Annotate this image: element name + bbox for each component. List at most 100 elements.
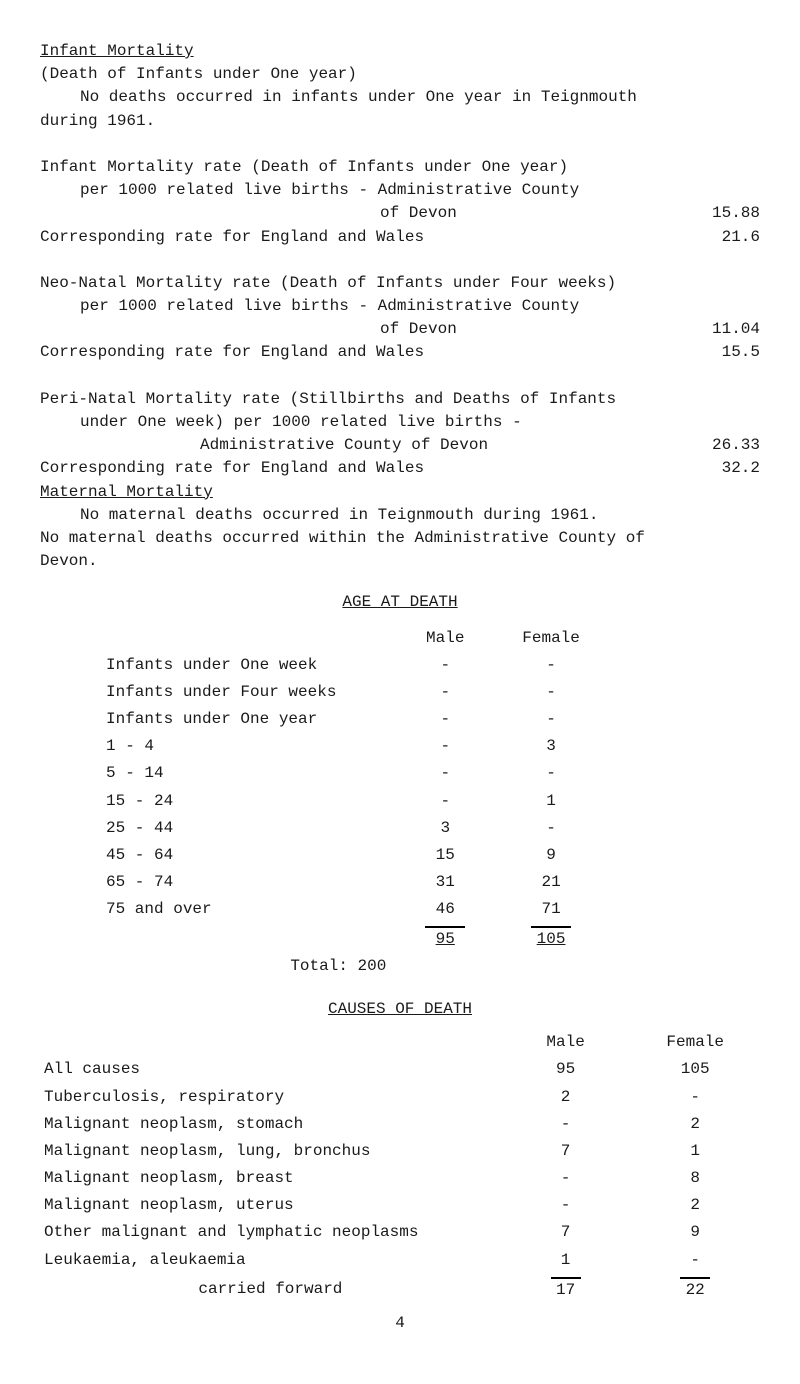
row-label: 1 - 4	[100, 733, 392, 760]
table-header-row: Male Female	[40, 1029, 760, 1056]
cell-female: 71	[498, 896, 604, 923]
row-label: Malignant neoplasm, stomach	[40, 1111, 501, 1138]
cell-female: 1	[498, 788, 604, 815]
row-label: Infants under One week	[100, 652, 392, 679]
table-row: Infants under Four weeks--	[100, 679, 604, 706]
stat-block-1: Infant Mortality rate (Death of Infants …	[40, 156, 760, 226]
total-row: 95 105	[100, 924, 604, 953]
cell-male: 15	[392, 842, 498, 869]
grand-total-row: Total: 200	[100, 953, 604, 980]
heading-text: AGE AT DEATH	[342, 593, 457, 611]
heading-text: Infant Mortality	[40, 42, 194, 60]
row-label: 25 - 44	[100, 815, 392, 842]
maternal-line-3: Devon.	[40, 550, 760, 573]
cell-male: 3	[392, 815, 498, 842]
table-row: Leukaemia, aleukaemia1-	[40, 1247, 760, 1275]
stat-value: 15.88	[670, 202, 760, 225]
row-label: Infants under One year	[100, 706, 392, 733]
cell-male: 7	[501, 1219, 631, 1246]
stat-text: of Devon	[40, 202, 670, 225]
intro-line-2: during 1961.	[40, 110, 760, 133]
stat-block-6: Corresponding rate for England and Wales…	[40, 457, 760, 480]
stat-value: 32.2	[670, 457, 760, 480]
cell-female: 21	[498, 869, 604, 896]
cell-female: 105	[630, 1056, 760, 1083]
stat-text: Infant Mortality rate (Death of Infants …	[40, 156, 760, 179]
table-row: Infants under One year--	[100, 706, 604, 733]
cell-male: 95	[501, 1056, 631, 1083]
table-row: Malignant neoplasm, breast-8	[40, 1165, 760, 1192]
col-header-male: Male	[392, 625, 498, 652]
table-row: 15 - 24-1	[100, 788, 604, 815]
table-row: 45 - 64159	[100, 842, 604, 869]
row-label: Malignant neoplasm, breast	[40, 1165, 501, 1192]
page-number: 4	[40, 1312, 760, 1335]
cell-male: 2	[501, 1084, 631, 1111]
cell-male: -	[501, 1165, 631, 1192]
total-label: Total: 200	[100, 953, 392, 980]
stat-value: 11.04	[670, 318, 760, 341]
row-label: Tuberculosis, respiratory	[40, 1084, 501, 1111]
cell-male: 1	[501, 1247, 631, 1275]
table-row: 65 - 743121	[100, 869, 604, 896]
carried-forward-row: carried forward 17 22	[40, 1274, 760, 1304]
table-row: Malignant neoplasm, uterus-2	[40, 1192, 760, 1219]
causes-of-death-heading: CAUSES OF DEATH	[40, 998, 760, 1021]
col-header-female: Female	[630, 1029, 760, 1056]
stat-block-2: Corresponding rate for England and Wales…	[40, 226, 760, 249]
table-row: Infants under One week--	[100, 652, 604, 679]
cell-female: 9	[630, 1219, 760, 1246]
cell-female: -	[498, 706, 604, 733]
stat-value: 15.5	[670, 341, 760, 364]
heading-text: Maternal Mortality	[40, 483, 213, 501]
cell-female: -	[630, 1084, 760, 1111]
stat-text: per 1000 related live births - Administr…	[40, 179, 760, 202]
cell-female: -	[498, 652, 604, 679]
cell-female: 8	[630, 1165, 760, 1192]
row-label: Other malignant and lymphatic neoplasms	[40, 1219, 501, 1246]
cell-male: -	[392, 706, 498, 733]
table-row: Tuberculosis, respiratory2-	[40, 1084, 760, 1111]
row-label: 15 - 24	[100, 788, 392, 815]
stat-block-4: Corresponding rate for England and Wales…	[40, 341, 760, 364]
cell-male: -	[392, 679, 498, 706]
cell-male: -	[392, 760, 498, 787]
cell-male: 7	[501, 1138, 631, 1165]
row-label: Leukaemia, aleukaemia	[40, 1247, 501, 1275]
stat-text: per 1000 related live births - Administr…	[40, 295, 760, 318]
col-header-female: Female	[498, 625, 604, 652]
cell-female: 3	[498, 733, 604, 760]
row-label: 75 and over	[100, 896, 392, 923]
cell-female: -	[498, 760, 604, 787]
table-row: Malignant neoplasm, lung, bronchus71	[40, 1138, 760, 1165]
empty-cell	[498, 953, 604, 980]
table-header-row: Male Female	[100, 625, 604, 652]
cell-female: -	[498, 679, 604, 706]
stat-value: 26.33	[670, 434, 760, 457]
stat-text: Corresponding rate for England and Wales	[40, 457, 670, 480]
cell-male: -	[392, 788, 498, 815]
row-label: 45 - 64	[100, 842, 392, 869]
stat-block-5: Peri-Natal Mortality rate (Stillbirths a…	[40, 388, 760, 458]
row-label: 65 - 74	[100, 869, 392, 896]
stat-text: under One week) per 1000 related live bi…	[40, 411, 760, 434]
row-label: Infants under Four weeks	[100, 679, 392, 706]
infant-mortality-heading: Infant Mortality	[40, 40, 760, 63]
maternal-line-2: No maternal deaths occurred within the A…	[40, 527, 760, 550]
stat-text: Administrative County of Devon	[40, 434, 670, 457]
row-label: Malignant neoplasm, uterus	[40, 1192, 501, 1219]
carry-female: 22	[630, 1274, 760, 1304]
heading-text: CAUSES OF DEATH	[328, 1000, 472, 1018]
carry-label: carried forward	[40, 1274, 501, 1304]
stat-text: Corresponding rate for England and Wales	[40, 226, 670, 249]
cell-male: -	[392, 733, 498, 760]
cell-female: 2	[630, 1111, 760, 1138]
stat-value: 21.6	[670, 226, 760, 249]
causes-of-death-table: Male Female All causes95105 Tuberculosis…	[40, 1029, 760, 1304]
row-label: All causes	[40, 1056, 501, 1083]
stat-text: Corresponding rate for England and Wales	[40, 341, 670, 364]
empty-cell	[392, 953, 498, 980]
cell-male: 46	[392, 896, 498, 923]
cell-female: 9	[498, 842, 604, 869]
age-at-death-heading: AGE AT DEATH	[40, 591, 760, 614]
